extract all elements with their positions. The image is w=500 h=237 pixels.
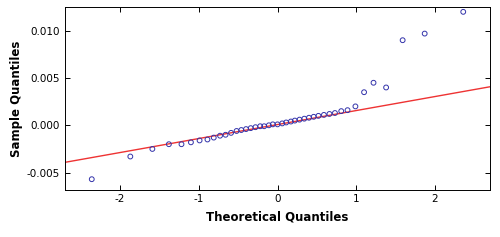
Point [210, 136, 218, 140]
Point [222, 133, 230, 137]
Point [269, 123, 277, 126]
Point [352, 105, 360, 108]
Point [196, 139, 203, 142]
Point [148, 147, 156, 151]
Point [459, 10, 467, 14]
Point [287, 120, 295, 123]
Point [256, 124, 264, 128]
Point [242, 127, 250, 131]
Point [300, 117, 308, 121]
Point [278, 122, 286, 125]
Point [274, 123, 281, 126]
Point [382, 86, 390, 89]
Point [305, 116, 313, 120]
Point [265, 123, 273, 127]
Point [232, 129, 240, 133]
Point [326, 112, 334, 116]
Point [370, 81, 378, 85]
Point [344, 108, 351, 112]
Point [291, 119, 299, 123]
Point [331, 111, 339, 115]
Point [216, 134, 224, 138]
Point [187, 141, 195, 144]
Point [320, 113, 328, 117]
Point [296, 118, 304, 122]
Point [165, 142, 173, 146]
Point [337, 109, 345, 113]
X-axis label: Theoretical Quantiles: Theoretical Quantiles [206, 210, 348, 223]
Point [246, 126, 254, 130]
Point [314, 114, 322, 118]
Y-axis label: Sample Quantiles: Sample Quantiles [10, 40, 22, 157]
Point [282, 121, 290, 124]
Point [310, 115, 318, 119]
Point [252, 125, 260, 129]
Point [420, 32, 428, 36]
Point [126, 155, 134, 158]
Point [260, 124, 268, 128]
Point [88, 177, 96, 181]
Point [238, 128, 246, 132]
Point [398, 38, 406, 42]
Point [178, 142, 186, 146]
Point [227, 131, 235, 135]
Point [204, 138, 212, 141]
Point [360, 90, 368, 94]
